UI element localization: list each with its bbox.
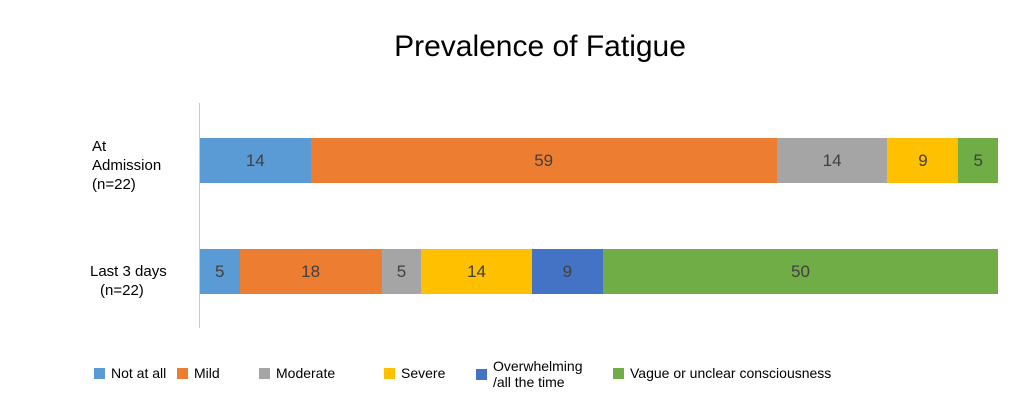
data-label: 50 [791, 261, 810, 281]
legend-label: Not at all [111, 365, 167, 381]
data-label: 5 [396, 261, 407, 281]
legend-item-moderate: Moderate [259, 365, 335, 381]
legend-label: Overwhelming /all the time [493, 358, 583, 390]
bar-segment-moderate: 14 [776, 138, 888, 183]
legend-item-severe: Severe [384, 365, 445, 381]
bar-segment-vague-or-unclear-consciousness: 50 [602, 249, 998, 294]
category-label-line: Last 3 days [90, 263, 167, 280]
legend-label: Severe [401, 365, 446, 381]
data-label: 14 [467, 261, 486, 281]
category-label-line: At [92, 138, 107, 155]
stacked-bar-at-admission: 14 59 14 9 5 [200, 138, 998, 183]
data-label: 9 [918, 150, 928, 170]
legend-item-not-at-all: Not at all [94, 365, 166, 381]
category-label-at-admission: At Admission (n=22) [92, 137, 161, 194]
chart-legend: Not at all Mild Moderate Severe Overwhelming… [0, 358, 1024, 398]
data-label: 5 [215, 261, 225, 281]
legend-swatch [177, 367, 188, 379]
category-label-line: (n=22) [100, 282, 144, 299]
legend-item-overwhelming-all-the-time: Overwhelming /all the time [476, 358, 582, 390]
bar-segment-vague-or-unclear-consciousness: 5 [958, 138, 998, 183]
data-label: 59 [534, 150, 554, 170]
legend-item-mild: Mild [177, 365, 220, 381]
category-label-last-3-days: Last 3 days (n=22) [90, 262, 167, 300]
legend-label: Moderate [276, 365, 336, 381]
legend-item-vague-or-unclear-consciousness: Vague or unclear consciousness [613, 365, 831, 381]
legend-label: Mild [194, 365, 220, 381]
category-label-line: Admission [92, 157, 162, 174]
bar-segment-severe: 14 [421, 249, 532, 294]
data-label: 18 [301, 261, 321, 281]
legend-swatch [259, 367, 270, 379]
bar-segment-severe: 9 [887, 138, 959, 183]
category-label-line: (n=22) [92, 176, 136, 193]
legend-swatch [94, 367, 105, 379]
data-label: 9 [562, 261, 573, 281]
legend-swatch [613, 367, 624, 379]
bar-segment-mild: 59 [310, 138, 777, 183]
bar-segment-mild: 18 [239, 249, 382, 294]
stacked-bar-last-3-days: 5 18 5 14 9 50 [200, 249, 998, 294]
category-axis-line [199, 103, 200, 328]
bar-segment-moderate: 5 [381, 249, 422, 294]
bar-segment-not-at-all: 14 [200, 138, 311, 183]
legend-swatch [476, 368, 487, 380]
bar-segment-not-at-all: 5 [200, 249, 240, 294]
legend-label: Vague or unclear consciousness [630, 365, 832, 381]
chart-title: Prevalence of Fatigue [394, 30, 686, 63]
data-label: 5 [973, 150, 983, 170]
legend-swatch [384, 367, 395, 379]
data-label: 14 [245, 150, 265, 170]
data-label: 14 [822, 150, 842, 170]
bar-segment-overwhelming-all-the-time: 9 [531, 249, 603, 294]
